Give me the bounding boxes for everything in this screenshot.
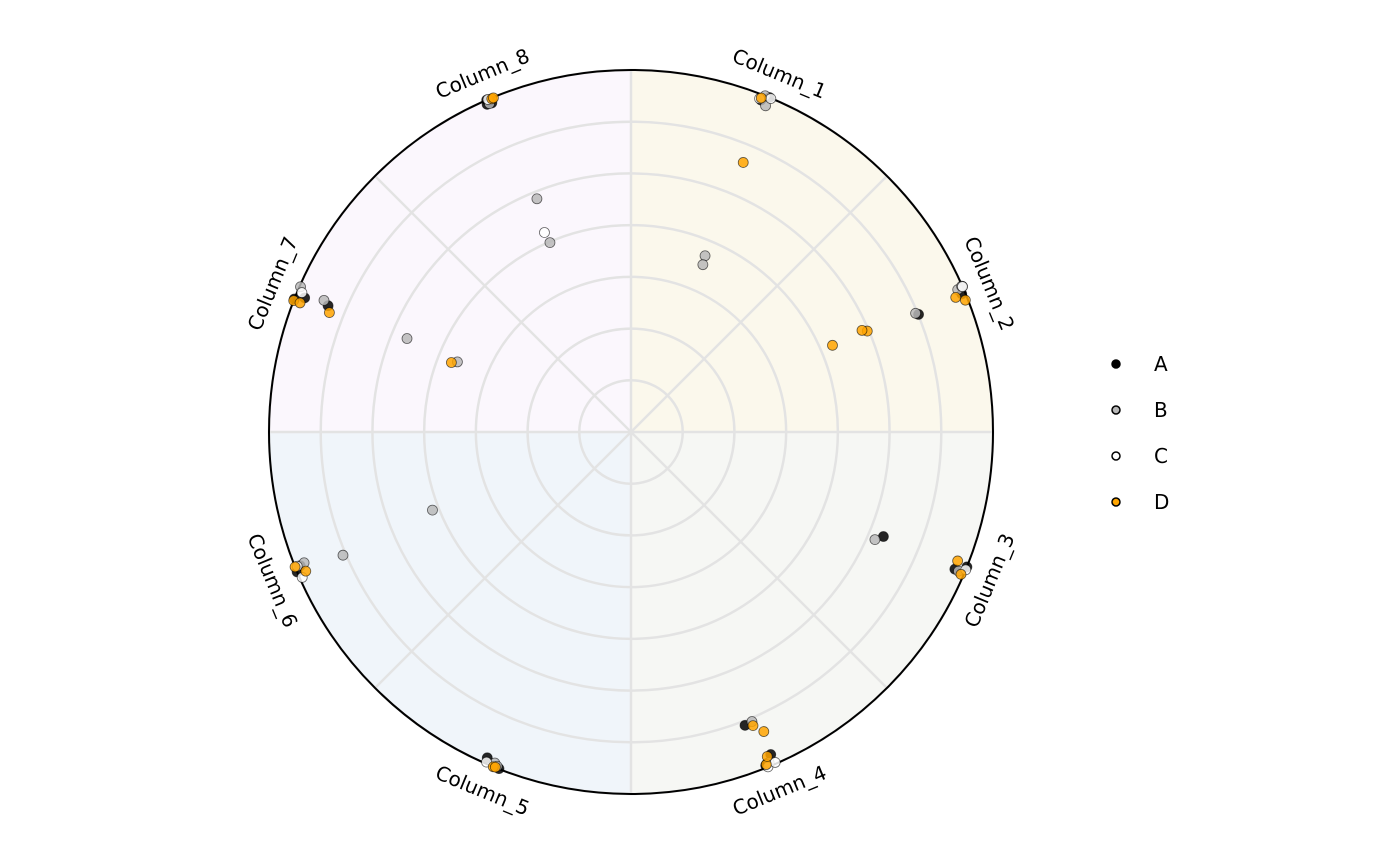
sector-backgrounds: [269, 70, 993, 794]
point-series-d: [950, 291, 962, 303]
point-series-d: [952, 555, 964, 567]
point-series-d: [445, 357, 457, 368]
point-series-b: [337, 549, 349, 561]
grid-spoke: [630, 175, 888, 433]
point-series-d: [758, 726, 770, 737]
point-series-b: [427, 504, 438, 516]
sector-column_1: [631, 70, 887, 432]
point-series-b: [401, 333, 413, 344]
point-series-d: [955, 568, 967, 580]
radial-grid: [267, 68, 995, 796]
point-series-d: [489, 761, 501, 773]
sector-column_3: [631, 432, 993, 688]
point-series-b: [318, 294, 330, 306]
sector-column_4: [631, 432, 887, 794]
legend-key-a: [1111, 359, 1121, 369]
point-series-b: [544, 237, 556, 248]
point-series-d: [755, 92, 767, 104]
point-series-c: [957, 281, 968, 293]
point-series-d: [294, 297, 306, 309]
sector-column_5: [375, 432, 631, 794]
legend-label-b: B: [1154, 398, 1168, 422]
point-series-d: [761, 751, 773, 762]
grid-spoke: [630, 431, 888, 689]
grid-spoke: [374, 175, 632, 433]
point-series-c: [296, 287, 308, 298]
point-series-b: [699, 250, 711, 262]
point-series-d: [737, 157, 749, 168]
point-series-b: [531, 193, 543, 205]
sector-column_2: [631, 176, 993, 432]
point-series-d: [289, 561, 301, 573]
grid-spoke: [374, 431, 632, 689]
point-series-d: [300, 565, 312, 577]
data-points: [288, 90, 973, 775]
point-series-d: [959, 294, 971, 306]
point-series-c: [765, 93, 777, 104]
point-series-b: [869, 534, 881, 546]
legend-key-d: [1111, 497, 1121, 507]
point-series-d: [747, 720, 759, 732]
point-series-c: [539, 227, 550, 238]
point-series-b: [910, 307, 921, 319]
sector-column_6: [269, 432, 631, 688]
point-series-d: [487, 92, 499, 104]
legend-label-c: C: [1154, 444, 1168, 468]
point-series-d: [856, 324, 868, 336]
outer-axis-circle: [268, 69, 994, 795]
point-series-d: [324, 307, 335, 318]
legend-key-c: [1111, 451, 1121, 461]
legend-label-d: D: [1154, 490, 1169, 514]
legend-key-b: [1111, 405, 1121, 415]
sector-column_7: [269, 176, 631, 432]
sector-column_8: [375, 70, 631, 432]
legend-label-a: A: [1154, 352, 1168, 376]
point-series-d: [827, 339, 838, 351]
point-series-b: [697, 259, 709, 271]
